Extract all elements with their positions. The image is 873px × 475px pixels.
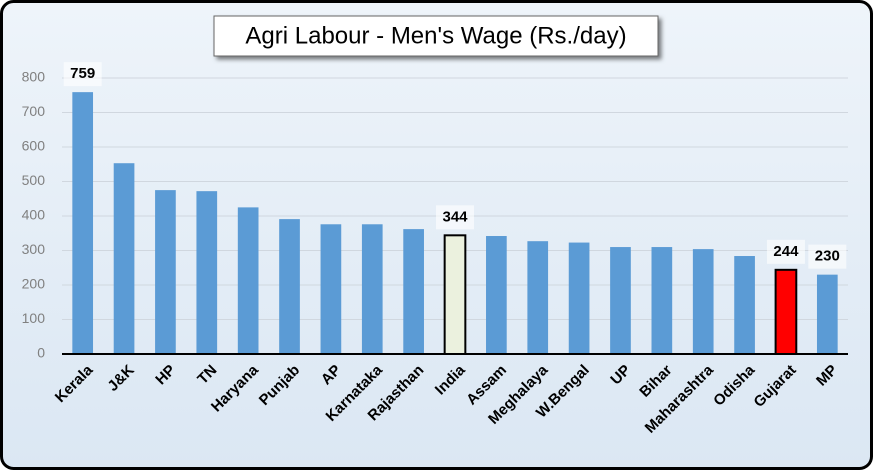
value-label-bg (766, 239, 805, 264)
bar (734, 256, 755, 354)
bar (403, 229, 424, 354)
bar (237, 207, 259, 354)
title-box (213, 15, 659, 57)
bar (610, 247, 631, 354)
y-tick-label: 400 (22, 207, 46, 223)
value-label: 759 (70, 65, 95, 82)
bar (279, 219, 300, 354)
y-tick-label: 800 (22, 69, 46, 85)
bar (155, 190, 176, 354)
bar (651, 247, 673, 354)
y-tick-label: 300 (22, 241, 46, 257)
value-label-bg (808, 244, 847, 269)
bar (113, 163, 135, 354)
bar (568, 242, 590, 354)
value-label: 230 (815, 248, 840, 265)
y-tick-label: 0 (37, 345, 45, 361)
bar (486, 236, 507, 354)
y-tick-label: 600 (22, 138, 46, 154)
value-label: 244 (773, 243, 799, 260)
bar (527, 241, 549, 354)
bar (692, 249, 714, 354)
chart-title: Agri Labour - Men's Wage (Rs./day) (245, 22, 626, 49)
y-tick-label: 500 (22, 172, 46, 188)
bar (320, 224, 342, 354)
y-tick-label: 700 (22, 103, 46, 119)
bar (361, 224, 383, 354)
value-label: 344 (442, 208, 468, 225)
bar (72, 92, 94, 355)
y-tick-label: 200 (22, 276, 46, 292)
value-label-bg (63, 62, 102, 87)
bar (816, 274, 838, 354)
y-tick-label: 100 (22, 310, 46, 326)
value-label-bg (436, 205, 474, 230)
bar (196, 191, 218, 354)
bar (443, 234, 467, 356)
bar (774, 268, 798, 356)
